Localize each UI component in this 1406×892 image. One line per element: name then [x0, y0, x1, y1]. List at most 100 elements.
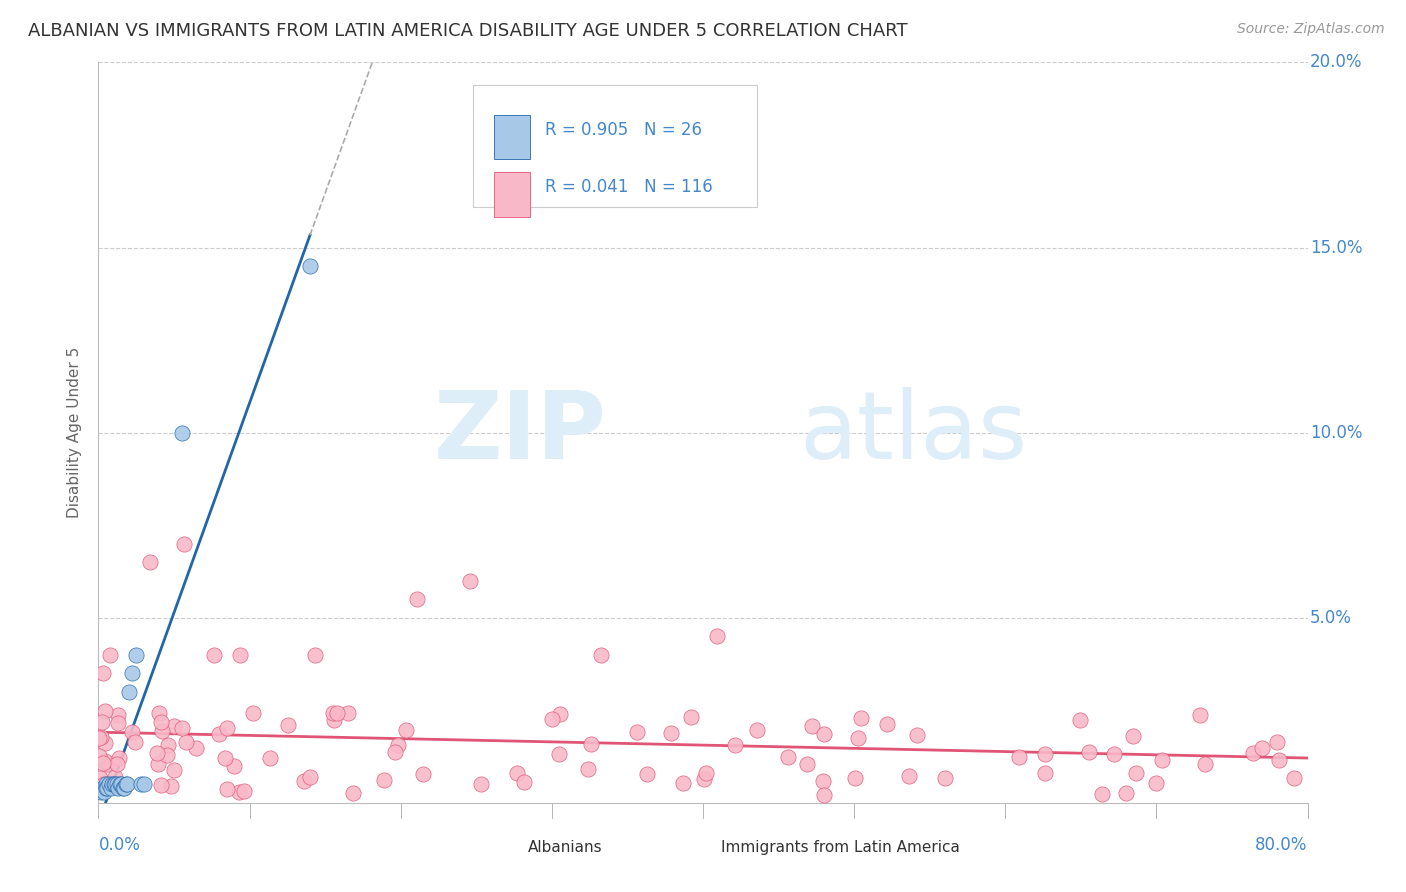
Point [111, 780, 134, 795]
Point [747, 723, 769, 737]
FancyBboxPatch shape [485, 832, 519, 862]
Point [336, 706, 359, 720]
Point [626, 724, 648, 739]
Point [384, 745, 406, 759]
Point [125, 648, 148, 662]
Point [94, 704, 117, 718]
Point [876, 716, 898, 731]
Point [1125, 765, 1147, 780]
Point [659, 726, 682, 740]
Point [94, 777, 117, 791]
Point [672, 776, 695, 790]
FancyBboxPatch shape [679, 832, 713, 862]
Point [259, 751, 281, 765]
Point [96, 757, 118, 772]
Point [107, 780, 129, 795]
Point [93, 754, 115, 768]
Text: ZIP: ZIP [433, 386, 606, 479]
Text: 20.0%: 20.0% [1310, 54, 1362, 71]
Point [395, 723, 418, 737]
Point [110, 777, 132, 791]
Point [513, 775, 536, 789]
Point [103, 777, 125, 791]
Point [124, 735, 146, 749]
Point [1189, 708, 1212, 723]
FancyBboxPatch shape [494, 172, 530, 217]
Point [342, 786, 364, 800]
Point [724, 738, 747, 752]
Text: 5.0%: 5.0% [1310, 608, 1353, 627]
Point [101, 777, 124, 791]
Point [1267, 753, 1289, 767]
Point [121, 666, 143, 681]
Point [844, 771, 866, 785]
Point [934, 771, 956, 785]
Point [576, 762, 599, 776]
Point [91, 778, 114, 792]
Point [105, 777, 128, 791]
Point [89, 771, 111, 785]
Point [796, 756, 818, 771]
Text: 0.0%: 0.0% [98, 836, 141, 855]
Point [458, 574, 481, 588]
Point [706, 629, 728, 643]
Point [96, 780, 118, 795]
Point [589, 648, 612, 662]
Point [105, 756, 128, 771]
Text: R = 0.905   N = 26: R = 0.905 N = 26 [544, 120, 702, 138]
Point [89, 748, 111, 763]
Point [470, 777, 492, 791]
Point [215, 721, 238, 735]
Point [170, 425, 193, 440]
Point [91, 756, 114, 771]
Point [1033, 766, 1056, 780]
Point [1251, 741, 1274, 756]
Point [163, 763, 186, 777]
Point [94, 736, 117, 750]
Point [322, 706, 344, 720]
Point [121, 725, 143, 739]
Point [107, 716, 129, 731]
Point [89, 731, 111, 745]
FancyBboxPatch shape [474, 85, 758, 207]
Point [118, 685, 141, 699]
Point [91, 666, 114, 681]
Point [1284, 771, 1306, 785]
Point [150, 723, 173, 738]
Point [90, 731, 112, 745]
Point [693, 772, 716, 786]
Point [150, 714, 173, 729]
Point [132, 777, 155, 791]
Point [242, 706, 264, 720]
Point [217, 781, 239, 796]
FancyBboxPatch shape [494, 115, 530, 160]
Point [813, 788, 835, 802]
Point [541, 712, 564, 726]
Point [172, 721, 194, 735]
Point [1265, 735, 1288, 749]
Point [800, 719, 823, 733]
Point [1077, 745, 1099, 759]
Point [905, 728, 928, 742]
Point [115, 777, 138, 791]
Point [1069, 713, 1091, 727]
Point [1091, 787, 1114, 801]
Point [1194, 757, 1216, 772]
Point [114, 777, 136, 791]
Point [406, 592, 429, 607]
Point [108, 751, 131, 765]
Point [146, 757, 169, 772]
Point [228, 785, 250, 799]
Point [100, 780, 122, 795]
Point [156, 748, 179, 763]
Text: 80.0%: 80.0% [1256, 836, 1308, 855]
Point [776, 750, 799, 764]
Point [548, 707, 571, 722]
Point [636, 767, 658, 781]
Point [1241, 746, 1264, 760]
Point [579, 737, 602, 751]
Text: atlas: atlas [800, 386, 1028, 479]
Point [93, 780, 115, 795]
Point [1122, 729, 1144, 743]
Point [1115, 786, 1137, 800]
